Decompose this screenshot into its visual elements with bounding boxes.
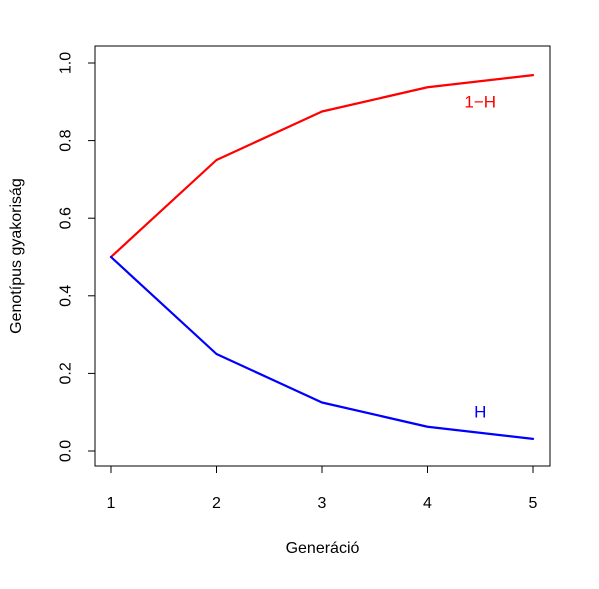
x-axis-label: Generáció: [286, 540, 360, 557]
annotation-label: 1−H: [464, 92, 496, 111]
series-line-h: [109, 255, 535, 440]
x-axis: 1 2 3 4 5: [107, 465, 538, 512]
x-tick-label: 1: [107, 495, 116, 512]
annotation-label: H: [474, 403, 486, 422]
y-tick-label: 0.4: [58, 285, 75, 307]
x-tick-label: 4: [423, 495, 432, 512]
x-tick-label: 5: [529, 495, 538, 512]
y-axis-label: Genotípus gyakoriság: [8, 178, 25, 334]
series-line-one-minus-h: [109, 74, 535, 259]
annotation-layer: 1−H H: [464, 92, 496, 421]
y-axis: 0.0 0.2 0.4 0.6 0.8 1.0: [58, 52, 96, 462]
y-tick-label: 0.8: [58, 129, 75, 151]
series-layer: [109, 74, 535, 440]
y-tick-label: 0.0: [58, 440, 75, 462]
x-tick-label: 2: [212, 495, 221, 512]
y-tick-label: 0.6: [58, 207, 75, 229]
x-tick-label: 3: [318, 495, 327, 512]
y-tick-label: 1.0: [58, 52, 75, 74]
y-tick-label: 0.2: [58, 362, 75, 384]
